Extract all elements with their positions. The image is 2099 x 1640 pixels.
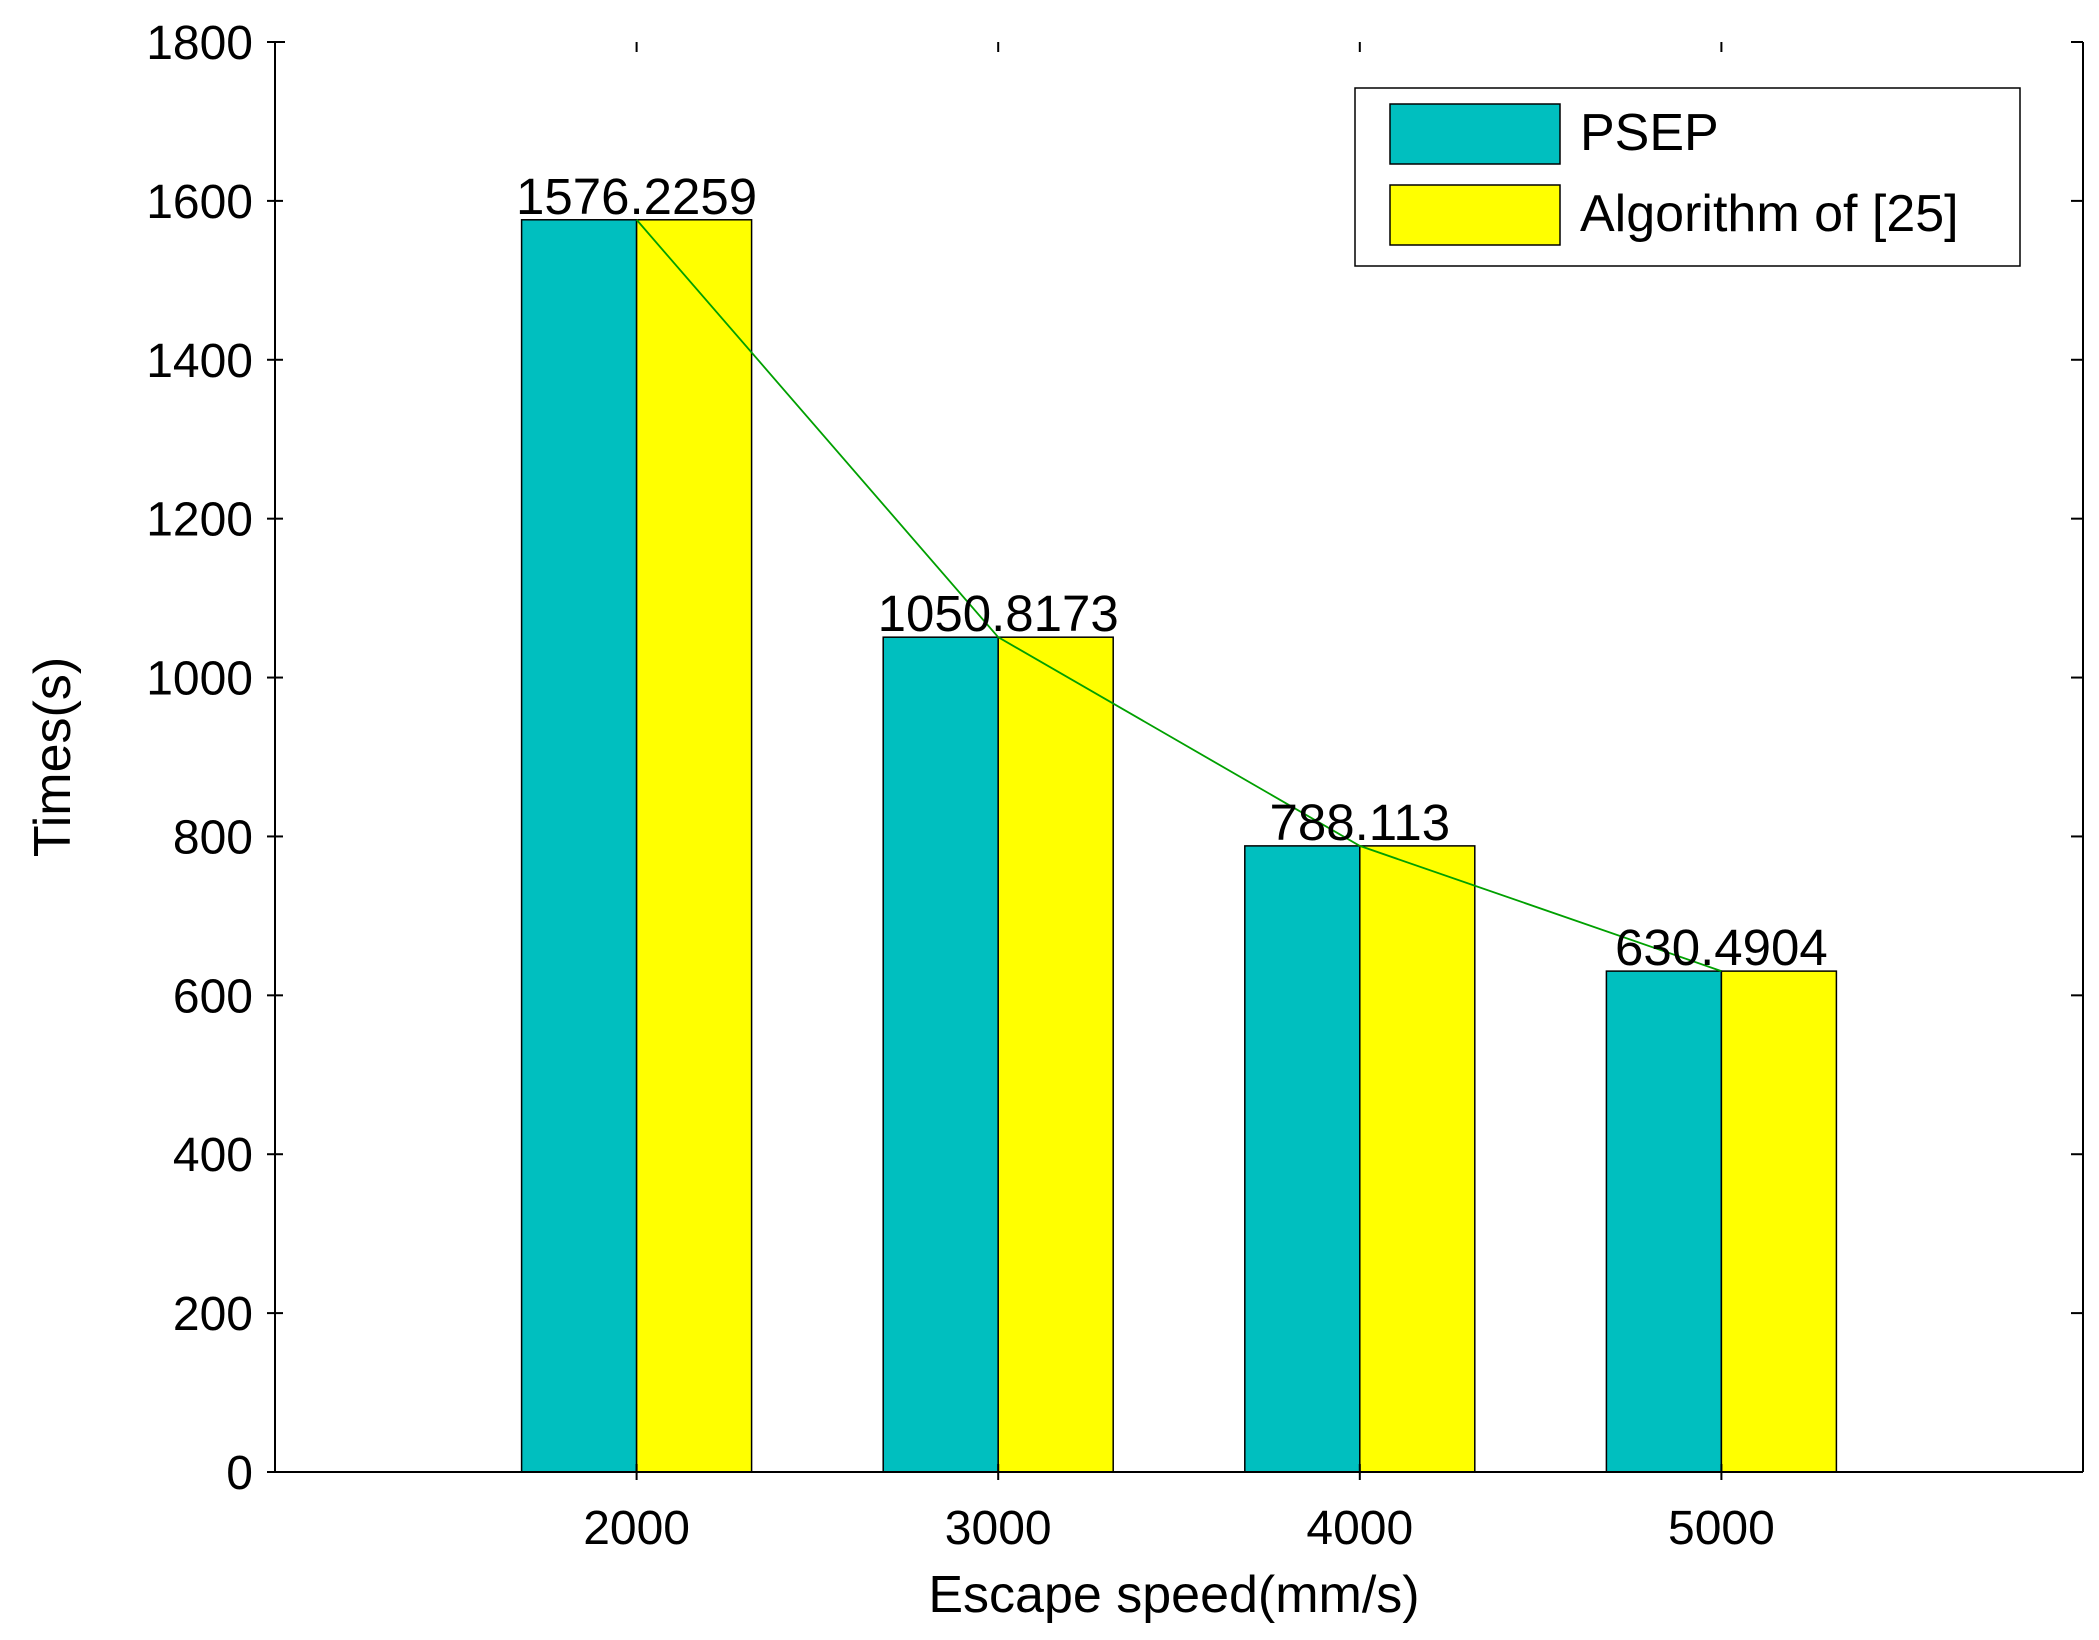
y-tick-label-0: 0: [226, 1447, 253, 1500]
x-tick-label-3000: 3000: [945, 1502, 1052, 1555]
bar-psep-3000: [882, 636, 999, 1473]
x-tick-label-2000: 2000: [583, 1502, 690, 1555]
y-tick-label-1200: 1200: [146, 494, 253, 547]
legend: PSEP Algorithm of [25]: [1354, 87, 2021, 267]
data-label-3000: 1050.8173: [878, 585, 1119, 642]
bar-algorithm25-4000: [1359, 845, 1476, 1473]
y-tick-label-600: 600: [173, 970, 253, 1023]
y-tick-label-800: 800: [173, 811, 253, 864]
legend-label-psep: PSEP: [1580, 104, 1719, 162]
x-tick-label-5000: 5000: [1668, 1502, 1775, 1555]
trend-line: [635, 219, 1722, 972]
bar-psep-4000: [1244, 845, 1361, 1473]
data-label-2000: 1576.2259: [516, 168, 757, 225]
legend-label-algorithm25: Algorithm of [25]: [1580, 185, 1959, 243]
y-tick-label-1400: 1400: [146, 335, 253, 388]
y-tick-label-1800: 1800: [146, 17, 253, 70]
y-tick-label-1600: 1600: [146, 176, 253, 229]
bar-psep-5000: [1605, 970, 1723, 1473]
legend-swatch-algorithm25: [1389, 184, 1561, 246]
data-label-4000: 788.113: [1270, 794, 1451, 851]
x-tick-label-4000: 4000: [1306, 1502, 1413, 1555]
bar-algorithm25-3000: [997, 636, 1114, 1473]
legend-swatch-psep: [1389, 103, 1561, 165]
bar-algorithm25-5000: [1720, 970, 1838, 1473]
y-axis-title: Times(s): [24, 657, 82, 857]
y-tick-label-200: 200: [173, 1288, 253, 1341]
data-label-5000: 630.4904: [1615, 919, 1828, 976]
bar-psep-2000: [520, 219, 638, 1473]
x-axis-title: Escape speed(mm/s): [928, 1566, 1419, 1624]
y-tick-label-400: 400: [173, 1129, 253, 1182]
bar-algorithm25-2000: [635, 219, 753, 1473]
y-tick-label-1000: 1000: [146, 653, 253, 706]
